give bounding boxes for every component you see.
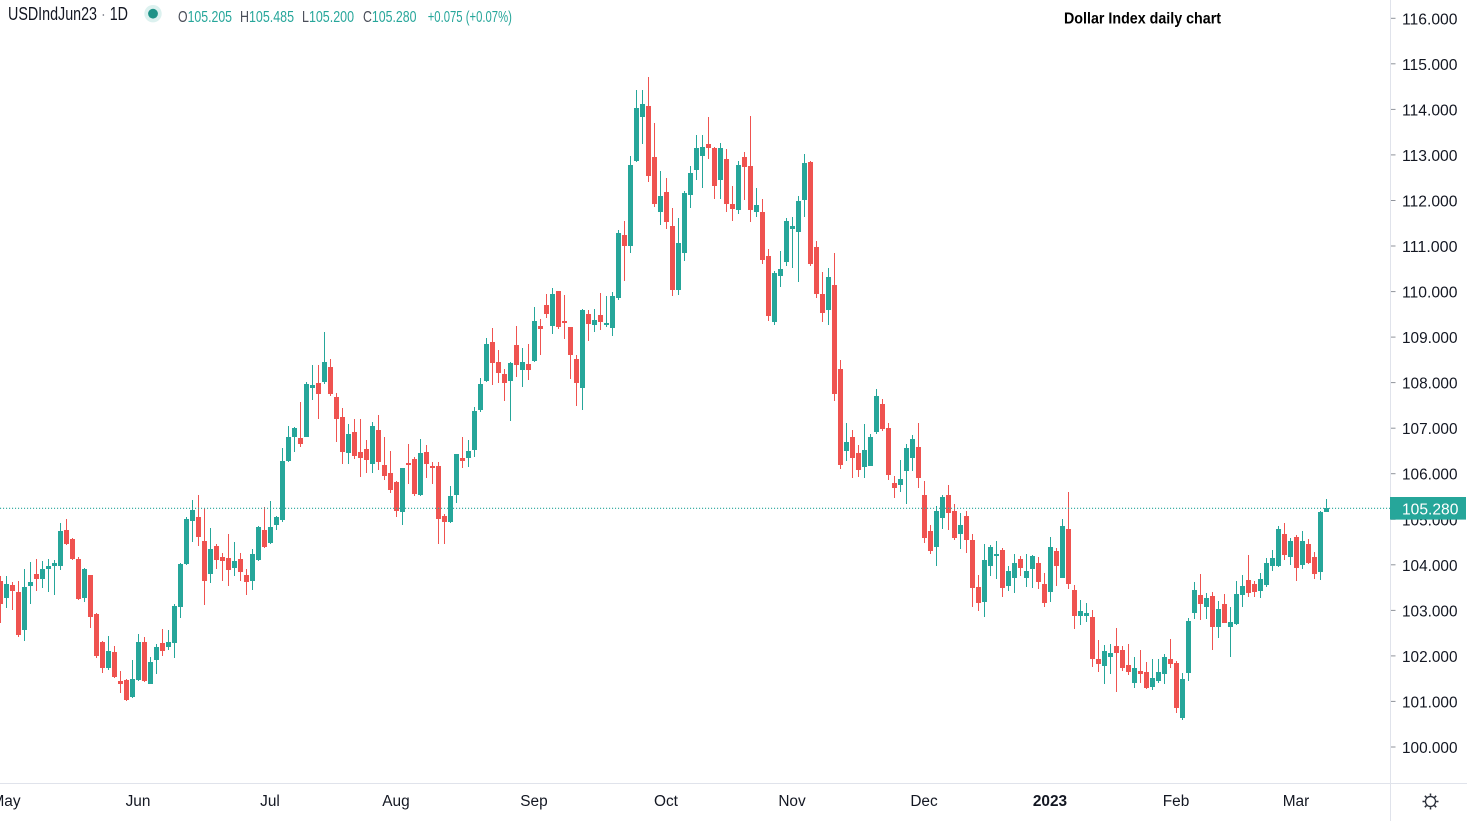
svg-text:106.000: 106.000 xyxy=(1402,467,1458,484)
svg-text:109.000: 109.000 xyxy=(1402,330,1458,347)
svg-text:L105.200: L105.200 xyxy=(302,9,354,26)
svg-text:Dollar Index daily chart: Dollar Index daily chart xyxy=(1064,11,1222,28)
svg-text:Aug: Aug xyxy=(382,793,409,810)
svg-text:C105.280: C105.280 xyxy=(363,9,417,26)
svg-text:Jul: Jul xyxy=(260,793,280,810)
svg-text:Dec: Dec xyxy=(910,793,938,810)
svg-text:103.000: 103.000 xyxy=(1402,603,1458,620)
svg-text:110.000: 110.000 xyxy=(1402,285,1458,302)
svg-text:102.000: 102.000 xyxy=(1402,649,1458,666)
svg-text:115.000: 115.000 xyxy=(1402,57,1458,74)
svg-text:Mar: Mar xyxy=(1283,793,1310,810)
svg-text:May: May xyxy=(0,793,21,810)
svg-text:+0.075 (+0.07%): +0.075 (+0.07%) xyxy=(428,9,512,26)
svg-text:Feb: Feb xyxy=(1163,793,1190,810)
svg-text:101.000: 101.000 xyxy=(1402,694,1458,711)
svg-text:O105.205: O105.205 xyxy=(178,9,232,26)
svg-text:104.000: 104.000 xyxy=(1402,558,1458,575)
svg-text:111.000: 111.000 xyxy=(1402,239,1458,256)
svg-text:114.000: 114.000 xyxy=(1402,102,1458,119)
svg-text:H105.485: H105.485 xyxy=(240,9,294,26)
svg-text:107.000: 107.000 xyxy=(1402,421,1458,438)
svg-text:Jun: Jun xyxy=(126,793,151,810)
svg-text:112.000: 112.000 xyxy=(1402,194,1458,211)
svg-text:113.000: 113.000 xyxy=(1402,148,1458,165)
svg-text:Sep: Sep xyxy=(520,793,547,810)
svg-text:USDIndJun23 · 1D: USDIndJun23 · 1D xyxy=(8,4,128,24)
svg-text:Nov: Nov xyxy=(778,793,806,810)
svg-text:100.000: 100.000 xyxy=(1402,740,1458,757)
svg-text:2023: 2023 xyxy=(1033,793,1067,810)
svg-text:116.000: 116.000 xyxy=(1402,11,1458,28)
svg-text:108.000: 108.000 xyxy=(1402,376,1458,393)
svg-text:105.280: 105.280 xyxy=(1402,501,1458,518)
svg-text:Oct: Oct xyxy=(654,793,679,810)
